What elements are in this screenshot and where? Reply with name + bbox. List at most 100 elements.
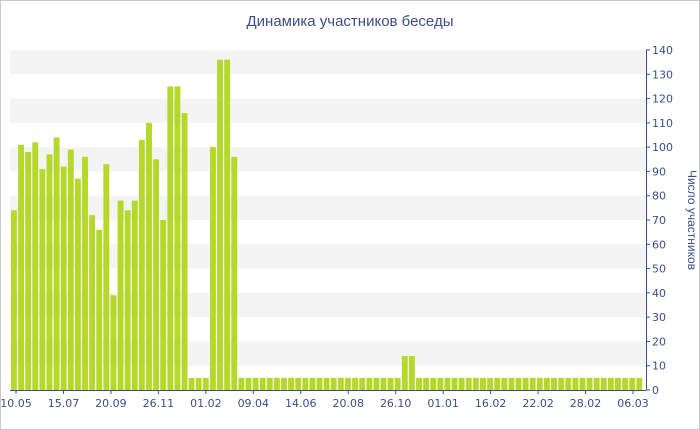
bar bbox=[53, 137, 60, 390]
x-tick-label: 15.07 bbox=[48, 397, 80, 410]
bar bbox=[352, 377, 358, 390]
x-tick-label: 22.02 bbox=[522, 397, 554, 410]
y-tick-label: 60 bbox=[652, 238, 666, 251]
bar bbox=[622, 377, 629, 390]
bar bbox=[600, 377, 607, 390]
bar bbox=[252, 377, 259, 390]
y-tick-label: 100 bbox=[652, 141, 673, 154]
bar bbox=[380, 377, 387, 390]
x-tick-label: 01.02 bbox=[190, 397, 222, 410]
bar bbox=[224, 59, 231, 391]
y-tick-label: 130 bbox=[652, 68, 673, 81]
y-tick-label: 0 bbox=[652, 384, 659, 397]
bar bbox=[508, 377, 515, 390]
bar bbox=[416, 377, 422, 390]
bar bbox=[117, 200, 124, 390]
bar bbox=[401, 356, 408, 390]
x-tick-label: 01.01 bbox=[427, 397, 459, 410]
bar bbox=[615, 377, 621, 390]
bar bbox=[11, 210, 17, 390]
bar bbox=[366, 377, 373, 390]
bar bbox=[593, 377, 600, 390]
bar bbox=[138, 139, 145, 390]
bar bbox=[394, 377, 401, 390]
bar bbox=[522, 377, 529, 390]
bar bbox=[387, 377, 394, 390]
grid-band bbox=[10, 50, 646, 75]
bar bbox=[74, 178, 81, 390]
bar bbox=[636, 377, 643, 390]
y-tick-label: 50 bbox=[652, 263, 666, 276]
bar bbox=[536, 377, 543, 390]
bar bbox=[259, 377, 266, 390]
bar bbox=[451, 377, 458, 390]
bar bbox=[430, 377, 437, 390]
bar bbox=[359, 377, 366, 390]
x-tick-label: 20.08 bbox=[332, 397, 364, 410]
bar bbox=[458, 377, 465, 390]
bar bbox=[558, 377, 565, 390]
y-tick-label: 10 bbox=[652, 360, 666, 373]
y-tick-label: 90 bbox=[652, 165, 666, 178]
bar bbox=[423, 377, 430, 390]
y-tick-label: 70 bbox=[652, 214, 666, 227]
grid-band bbox=[10, 98, 646, 123]
x-tick-label: 06.03 bbox=[617, 397, 649, 410]
bar bbox=[501, 377, 508, 390]
bar bbox=[174, 86, 181, 391]
bar bbox=[607, 377, 614, 390]
bar bbox=[110, 295, 117, 390]
bar bbox=[316, 377, 323, 390]
x-tick-label: 14.06 bbox=[285, 397, 317, 410]
bar bbox=[209, 147, 216, 390]
bar bbox=[323, 377, 330, 390]
grid-band bbox=[10, 195, 646, 220]
bar bbox=[565, 377, 572, 390]
bar bbox=[586, 377, 593, 390]
bar bbox=[202, 377, 209, 390]
bar bbox=[344, 377, 351, 390]
bar bbox=[337, 377, 344, 390]
y-tick-label: 40 bbox=[652, 287, 666, 300]
bar bbox=[60, 166, 67, 390]
bar bbox=[579, 377, 586, 390]
x-tick-label: 26.10 bbox=[380, 397, 412, 410]
x-tick-labels: 10.05 15.07 20.09 26.11 01.02 09.04 14.06 20.08… bbox=[0, 397, 649, 410]
bar bbox=[153, 159, 160, 390]
bar bbox=[188, 377, 195, 390]
bar bbox=[273, 377, 280, 390]
bar bbox=[46, 154, 53, 390]
grid-band bbox=[10, 244, 646, 269]
x-tick-label: 09.04 bbox=[238, 397, 270, 410]
bar bbox=[572, 377, 579, 390]
bar bbox=[131, 200, 138, 390]
bar bbox=[96, 229, 103, 390]
x-tick-label: 10.05 bbox=[0, 397, 32, 410]
y-tick-labels: 0 10 20 30 40 50 60 70 80 90 100 110 120 130 140 bbox=[652, 44, 673, 397]
chart-title: Динамика участников беседы bbox=[246, 13, 454, 30]
bar bbox=[480, 377, 486, 390]
bar bbox=[124, 210, 131, 390]
bar bbox=[160, 220, 167, 390]
y-tick-label: 20 bbox=[652, 335, 666, 348]
bar bbox=[629, 377, 636, 390]
bar bbox=[288, 377, 295, 390]
bar bbox=[373, 377, 380, 390]
bar bbox=[472, 377, 479, 390]
bar bbox=[103, 164, 110, 390]
bar bbox=[167, 86, 174, 391]
bar bbox=[32, 142, 39, 390]
bar bbox=[89, 215, 96, 390]
bar bbox=[515, 377, 522, 390]
bar bbox=[82, 156, 88, 390]
bar bbox=[18, 144, 25, 390]
bar bbox=[309, 377, 316, 390]
bar bbox=[437, 377, 444, 390]
x-tick-label: 26.11 bbox=[143, 397, 175, 410]
bar bbox=[543, 377, 550, 390]
bar bbox=[444, 377, 451, 390]
bar bbox=[238, 377, 245, 390]
bar bbox=[217, 59, 223, 391]
bar bbox=[281, 377, 287, 390]
